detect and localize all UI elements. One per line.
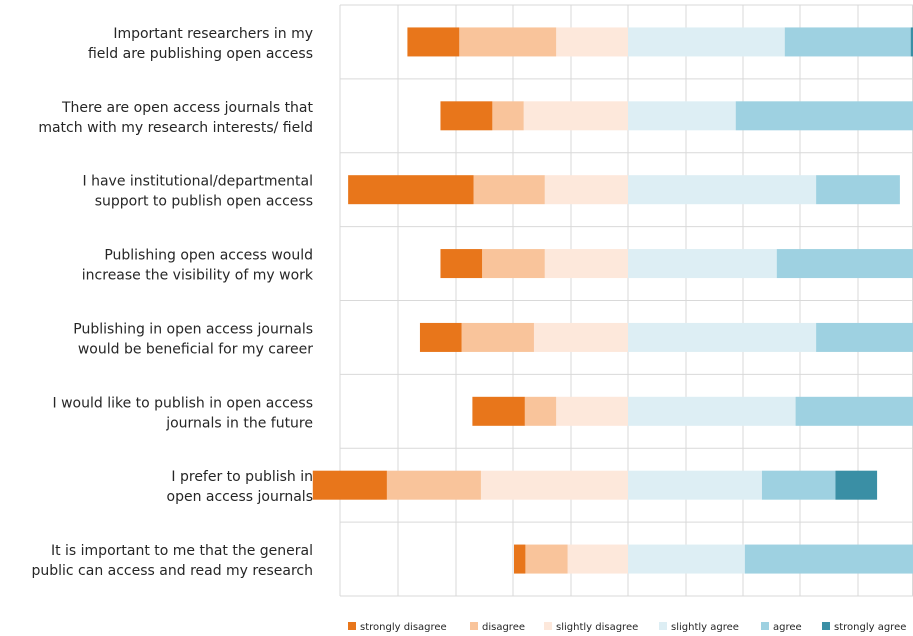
bar-segment bbox=[628, 470, 762, 500]
legend-swatch bbox=[659, 622, 667, 630]
category-label: There are open access journals that match… bbox=[38, 100, 313, 136]
bar-segment bbox=[567, 544, 628, 574]
bar-segment bbox=[835, 470, 878, 500]
bar-segment bbox=[628, 101, 736, 131]
bar-segment bbox=[795, 396, 913, 426]
legend-swatch bbox=[544, 622, 552, 630]
legend-swatch bbox=[822, 622, 830, 630]
grid bbox=[339, 4, 913, 597]
bar-segment bbox=[473, 175, 545, 205]
legend-label: disagree bbox=[482, 622, 525, 633]
bar-segment bbox=[544, 175, 628, 205]
category-label: Important researchers in my field are pub… bbox=[88, 26, 313, 62]
legend: strongly disagree disagree slightly disagr… bbox=[348, 622, 906, 633]
bar-segment bbox=[312, 470, 387, 500]
bar-segment bbox=[440, 101, 493, 131]
category-label: It is important to me that the general pu… bbox=[31, 543, 313, 579]
bar-segment bbox=[816, 322, 913, 352]
bar-segment bbox=[556, 396, 628, 426]
legend-label: slightly agree bbox=[671, 622, 739, 633]
category-labels: Important researchers in my field are pub… bbox=[31, 26, 313, 579]
bar-segment bbox=[482, 249, 545, 279]
bar-segment bbox=[461, 322, 534, 352]
bar-segment bbox=[544, 249, 628, 279]
legend-label: strongly agree bbox=[834, 622, 906, 633]
category-label: I prefer to publish in open access journa… bbox=[167, 469, 314, 505]
bar-segment bbox=[761, 470, 836, 500]
legend-label: slightly disagree bbox=[556, 622, 638, 633]
bar-segment bbox=[628, 544, 745, 574]
category-label: I have institutional/departmental support… bbox=[83, 174, 313, 210]
category-label: Publishing in open access journals would … bbox=[73, 321, 313, 357]
legend-swatch bbox=[348, 622, 356, 630]
legend-label: agree bbox=[773, 622, 802, 633]
bar-segment bbox=[628, 175, 817, 205]
bar-segment bbox=[628, 396, 796, 426]
bar-segment bbox=[533, 322, 628, 352]
category-label: Publishing open access would increase the… bbox=[82, 248, 314, 284]
bar-segment bbox=[492, 101, 524, 131]
bar-segment bbox=[348, 175, 474, 205]
bar-segment bbox=[556, 27, 628, 57]
bar-segment bbox=[816, 175, 900, 205]
bar-segment bbox=[525, 544, 568, 574]
bar-segment bbox=[523, 101, 628, 131]
bar-segment bbox=[419, 322, 462, 352]
bar-segment bbox=[628, 322, 817, 352]
bar-segment bbox=[628, 249, 777, 279]
bar-segment bbox=[910, 27, 913, 57]
bar-segment bbox=[524, 396, 557, 426]
bar-segment bbox=[480, 470, 628, 500]
bar-segment bbox=[440, 249, 483, 279]
bar-segment bbox=[459, 27, 557, 57]
bar-segment bbox=[628, 27, 785, 57]
bar-segment bbox=[744, 544, 913, 574]
legend-swatch bbox=[761, 622, 769, 630]
bars bbox=[312, 27, 913, 574]
legend-label: strongly disagree bbox=[360, 622, 447, 633]
bar-segment bbox=[386, 470, 481, 500]
legend-swatch bbox=[470, 622, 478, 630]
bar-segment bbox=[514, 544, 526, 574]
bar-segment bbox=[776, 249, 913, 279]
bar-segment bbox=[735, 101, 913, 131]
bar-segment bbox=[784, 27, 911, 57]
bar-segment bbox=[472, 396, 525, 426]
category-label: I would like to publish in open access jo… bbox=[53, 395, 313, 431]
bar-segment bbox=[407, 27, 460, 57]
